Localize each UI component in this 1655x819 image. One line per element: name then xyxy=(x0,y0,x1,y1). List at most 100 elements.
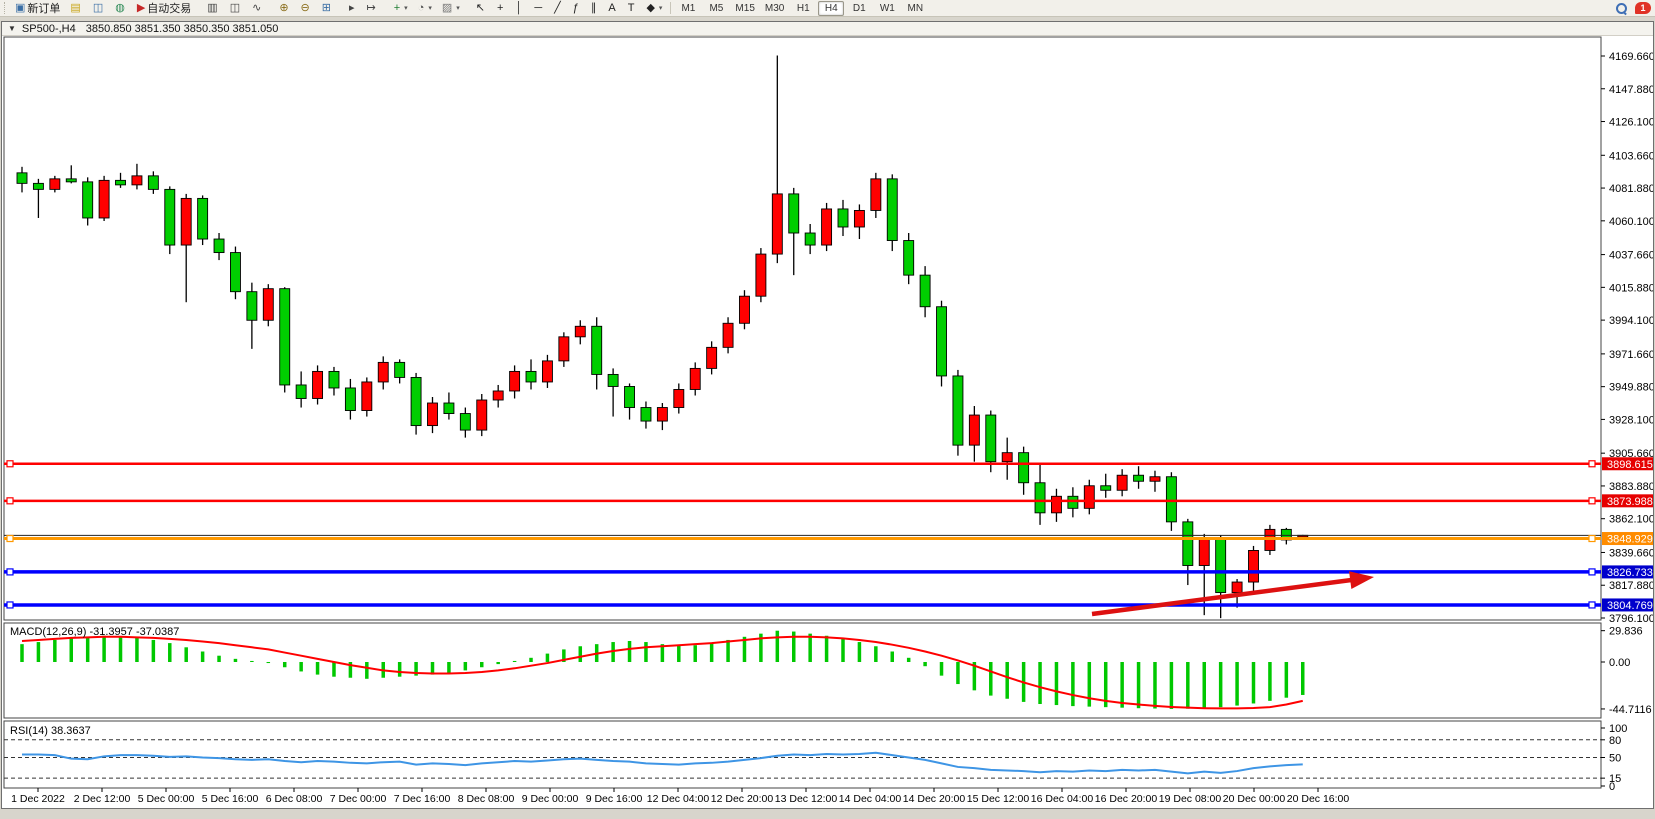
svg-text:MACD(12,26,9) -31.3957 -37.038: MACD(12,26,9) -31.3957 -37.0387 xyxy=(10,626,179,638)
auto-trading-icon: ▶ xyxy=(136,1,146,14)
timeframe-m1-button[interactable]: M1 xyxy=(681,2,696,14)
svg-text:5 Dec 00:00: 5 Dec 00:00 xyxy=(138,793,195,805)
zoom-in-button[interactable]: ⊕ xyxy=(275,0,294,16)
line-chart-icon: ∿ xyxy=(252,1,262,14)
svg-text:3928.100: 3928.100 xyxy=(1609,414,1653,426)
svg-text:3848.929: 3848.929 xyxy=(1607,534,1653,546)
text-icon: A xyxy=(608,1,616,14)
text-label-button[interactable]: T xyxy=(624,0,641,16)
fibonacci-button[interactable]: ƒ xyxy=(569,0,585,16)
svg-text:0.00: 0.00 xyxy=(1609,657,1630,669)
svg-text:3839.660: 3839.660 xyxy=(1609,547,1653,559)
chart-symbol-title: SP500-,H4 xyxy=(21,22,76,35)
svg-text:50: 50 xyxy=(1609,753,1621,765)
bar-chart-button[interactable]: ▥ xyxy=(203,0,223,16)
hline-object-3848.929[interactable] xyxy=(4,534,1601,543)
new-chart-dropdown-icon[interactable]: ▾ xyxy=(404,5,408,12)
toolbar-handle[interactable] xyxy=(4,2,8,14)
timeframe-d1-button[interactable]: D1 xyxy=(852,2,866,14)
svg-text:3862.100: 3862.100 xyxy=(1609,514,1653,526)
svg-text:9 Dec 16:00: 9 Dec 16:00 xyxy=(586,793,643,805)
arrows-objects-dropdown-icon[interactable]: ▾ xyxy=(658,5,663,12)
timeframe-m15-button[interactable]: M15 xyxy=(735,2,755,14)
svg-text:100: 100 xyxy=(1609,723,1627,735)
auto-scroll-icon: ▸ xyxy=(348,1,355,14)
channel-button[interactable]: ∥ xyxy=(587,0,603,16)
timeframe-w1-button[interactable]: W1 xyxy=(879,2,895,14)
svg-text:7 Dec 00:00: 7 Dec 00:00 xyxy=(330,793,387,805)
chart-canvas[interactable]: MACD(12,26,9) -31.3957 -37.0387 RSI(14) 3… xyxy=(2,36,1653,807)
channel-icon: ∥ xyxy=(590,1,597,14)
vertical-line-button[interactable]: │ xyxy=(511,0,528,16)
profile-button[interactable]: ▤ xyxy=(66,0,86,16)
profile-icon: ▤ xyxy=(70,1,81,14)
market-watch-button[interactable]: ◫ xyxy=(89,0,109,16)
timeframe-group: M1 M5 M15 M30 H1 H4 D1 W1 MN xyxy=(674,0,929,16)
zoom-out-icon: ⊖ xyxy=(300,1,310,14)
timeframe-h1-button[interactable]: H1 xyxy=(796,2,810,14)
svg-text:RSI(14) 38.3637: RSI(14) 38.3637 xyxy=(10,725,91,737)
template-button[interactable]: ▨ ▾ xyxy=(438,0,464,16)
hline-object-3826.733[interactable] xyxy=(4,568,1601,576)
svg-text:9 Dec 00:00: 9 Dec 00:00 xyxy=(522,793,579,805)
arrow-object[interactable] xyxy=(1091,571,1374,617)
data-window-icon: ◍ xyxy=(115,1,125,14)
zoom-out-button[interactable]: ⊖ xyxy=(297,0,316,16)
candlestick-chart-icon: ◫ xyxy=(229,1,241,14)
text-button[interactable]: A xyxy=(604,0,621,16)
periodicity-icon: ◔ xyxy=(417,1,425,14)
tile-windows-button[interactable]: ⊞ xyxy=(318,0,337,16)
periodicity-dropdown-icon[interactable]: ▾ xyxy=(428,5,432,12)
auto-scroll-button[interactable]: ▸ xyxy=(345,0,361,16)
svg-text:-44.7116: -44.7116 xyxy=(1609,704,1652,716)
hline-object-3898.615[interactable] xyxy=(4,460,1601,468)
one-click-trading-arrow[interactable]: ▼ xyxy=(8,24,16,33)
new-chart-button[interactable]: + ▾ xyxy=(390,0,412,16)
auto-trading-label: 自动交易 xyxy=(147,3,192,15)
zoom-in-icon: ⊕ xyxy=(279,1,289,14)
svg-text:4147.880: 4147.880 xyxy=(1609,84,1653,96)
cursor-button[interactable]: ↖ xyxy=(472,0,491,16)
line-chart-button[interactable]: ∿ xyxy=(248,0,267,16)
macd-panel xyxy=(3,622,1602,719)
svg-text:3804.769: 3804.769 xyxy=(1607,600,1653,612)
toolbar-right: 1 xyxy=(1616,2,1651,14)
svg-text:6 Dec 08:00: 6 Dec 08:00 xyxy=(266,793,323,805)
text-label-icon: T xyxy=(627,1,635,14)
svg-text:3826.733: 3826.733 xyxy=(1607,567,1653,579)
price-badges: 3898.615 3873.988 3848.929 3826.733 3804.769 xyxy=(1602,457,1653,612)
fibonacci-icon: ƒ xyxy=(572,1,579,14)
svg-text:0: 0 xyxy=(1609,781,1615,793)
new-order-button[interactable]: ▣ 新订单 xyxy=(11,0,64,16)
timeframe-mn-button[interactable]: MN xyxy=(907,2,924,14)
chart-window: ▼ SP500-,H4 3850.850 3851.350 3850.350 3… xyxy=(1,21,1654,809)
chart-shift-button[interactable]: ↦ xyxy=(363,0,382,16)
search-icon[interactable] xyxy=(1616,2,1627,14)
arrows-objects-icon: ◆ xyxy=(646,1,655,14)
chart-ohlc-values: 3850.850 3851.350 3850.350 3851.050 xyxy=(85,22,279,35)
svg-text:4169.660: 4169.660 xyxy=(1609,51,1653,63)
auto-trading-button[interactable]: ▶ 自动交易 xyxy=(133,0,195,16)
arrows-objects-button[interactable]: ◆ ▾ xyxy=(642,0,666,16)
svg-text:4081.880: 4081.880 xyxy=(1609,183,1653,195)
template-dropdown-icon[interactable]: ▾ xyxy=(456,5,460,12)
timeframe-m30-button[interactable]: M30 xyxy=(764,2,785,14)
timeframe-m5-button[interactable]: M5 xyxy=(709,2,724,14)
bar-chart-icon: ▥ xyxy=(207,1,218,14)
notification-badge[interactable]: 1 xyxy=(1635,2,1651,14)
hline-object-3873.988[interactable] xyxy=(4,497,1601,505)
svg-text:3898.615: 3898.615 xyxy=(1607,459,1653,471)
periodicity-button[interactable]: ◔ ▾ xyxy=(414,0,436,16)
candlestick-chart-button[interactable]: ◫ xyxy=(226,0,246,16)
hline-object-3804.769[interactable] xyxy=(4,601,1601,609)
svg-text:14 Dec 04:00: 14 Dec 04:00 xyxy=(839,793,902,805)
trendline-button[interactable]: ╱ xyxy=(550,0,567,16)
trendline-icon: ╱ xyxy=(554,1,561,14)
price-axis: 4169.660 4147.880 4126.100 4103.660 4081.880… xyxy=(1601,51,1653,793)
timeframe-h4-button[interactable]: H4 xyxy=(818,0,845,16)
data-window-button[interactable]: ◍ xyxy=(111,0,131,16)
svg-text:13 Dec 12:00: 13 Dec 12:00 xyxy=(775,793,838,805)
horizontal-line-button[interactable]: ─ xyxy=(530,0,548,16)
crosshair-button[interactable]: + xyxy=(493,0,509,16)
